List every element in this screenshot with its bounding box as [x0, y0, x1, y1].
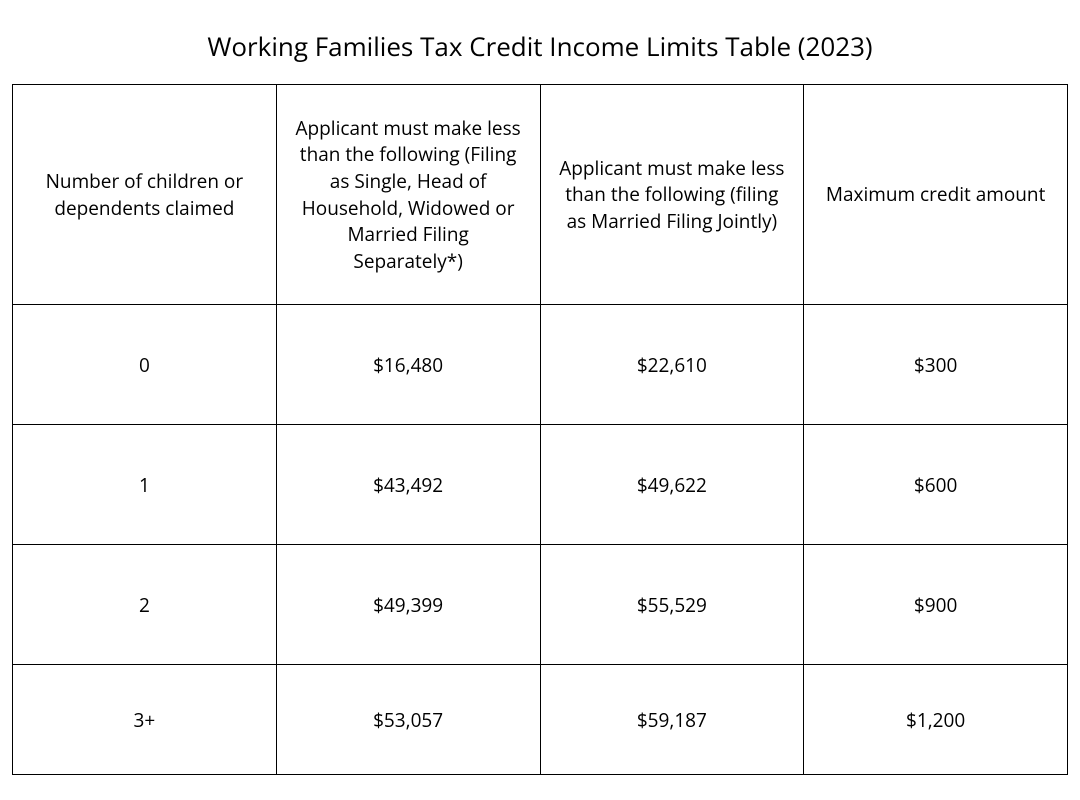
cell-max-credit: $900 — [804, 545, 1068, 665]
col-header-single-limit: Applicant must make less than the follow… — [276, 85, 540, 305]
cell-dependents: 0 — [13, 305, 277, 425]
cell-single-limit: $49,399 — [276, 545, 540, 665]
cell-joint-limit: $22,610 — [540, 305, 804, 425]
cell-single-limit: $43,492 — [276, 425, 540, 545]
cell-single-limit: $53,057 — [276, 665, 540, 775]
table-row: 0 $16,480 $22,610 $300 — [13, 305, 1068, 425]
cell-dependents: 1 — [13, 425, 277, 545]
table-row: 2 $49,399 $55,529 $900 — [13, 545, 1068, 665]
cell-max-credit: $300 — [804, 305, 1068, 425]
col-header-dependents: Number of children or dependents claimed — [13, 85, 277, 305]
cell-joint-limit: $55,529 — [540, 545, 804, 665]
page-title: Working Families Tax Credit Income Limit… — [12, 28, 1068, 64]
income-limits-table: Number of children or dependents claimed… — [12, 84, 1068, 775]
table-row: 3+ $53,057 $59,187 $1,200 — [13, 665, 1068, 775]
cell-max-credit: $600 — [804, 425, 1068, 545]
table-row: 1 $43,492 $49,622 $600 — [13, 425, 1068, 545]
col-header-joint-limit: Applicant must make less than the follow… — [540, 85, 804, 305]
cell-dependents: 3+ — [13, 665, 277, 775]
cell-joint-limit: $59,187 — [540, 665, 804, 775]
table-header-row: Number of children or dependents claimed… — [13, 85, 1068, 305]
col-header-max-credit: Maximum credit amount — [804, 85, 1068, 305]
cell-max-credit: $1,200 — [804, 665, 1068, 775]
cell-single-limit: $16,480 — [276, 305, 540, 425]
cell-dependents: 2 — [13, 545, 277, 665]
cell-joint-limit: $49,622 — [540, 425, 804, 545]
